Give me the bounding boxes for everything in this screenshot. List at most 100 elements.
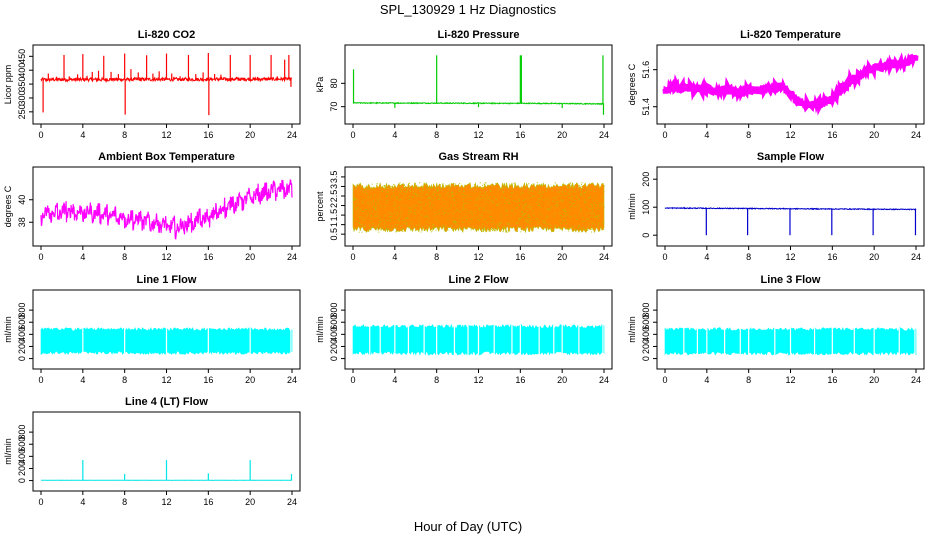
series-line: [40, 179, 293, 240]
y-axis-label: ml/min: [627, 316, 637, 343]
x-tick-label: 0: [662, 252, 667, 262]
y-tick-label: 51.6: [641, 61, 651, 79]
x-tick-label: 8: [746, 375, 751, 385]
x-tick-label: 24: [599, 252, 609, 262]
y-tick-label: 2.5: [329, 190, 339, 203]
x-tick-label: 24: [911, 375, 921, 385]
series-line1: [40, 326, 293, 356]
y-tick-label: 2: [329, 203, 339, 208]
y-tick-label: 40: [17, 195, 27, 205]
x-tick-label: 16: [515, 375, 525, 385]
panel-title: Line 2 Flow: [449, 274, 509, 286]
x-axis: 0 4 8 12 16 20 24: [350, 369, 609, 385]
y-axis: 70 80: [329, 78, 345, 112]
panel-title: Gas Stream RH: [438, 151, 518, 163]
panel-line2: Line 2 Flow ml/min 0 4 8 12 16 20 24 0 20040060080…: [315, 274, 613, 385]
y-tick-label: 800: [641, 303, 651, 318]
x-tick-label: 12: [161, 497, 171, 507]
y-tick-label: 100: [641, 200, 651, 215]
y-axis-label: percent: [315, 191, 325, 222]
band-area: [352, 181, 605, 234]
x-tick-label: 8: [434, 375, 439, 385]
x-tick-label: 8: [122, 375, 127, 385]
y-tick-label: 51.4: [641, 98, 651, 116]
x-tick-label: 4: [704, 130, 709, 140]
x-tick-label: 16: [203, 375, 213, 385]
y-tick-label: 3: [329, 184, 339, 189]
y-tick-label: 400: [17, 327, 27, 342]
panel-title: Li-820 CO2: [138, 29, 195, 41]
x-tick-label: 0: [350, 130, 355, 140]
panel-line3: Line 3 Flow ml/min 0 4 8 12 16 20 24 0 20040060080…: [627, 274, 925, 385]
x-tick-label: 0: [662, 130, 667, 140]
panel-title: Li-820 Temperature: [740, 29, 841, 41]
y-axis-label: kPa: [315, 77, 325, 93]
x-tick-label: 16: [515, 252, 525, 262]
y-tick-label: 600: [641, 315, 651, 330]
series-box_temp: [40, 179, 293, 240]
x-tick-label: 24: [911, 130, 921, 140]
x-tick-label: 12: [473, 252, 483, 262]
x-tick-label: 0: [38, 130, 43, 140]
y-tick-label: 300: [17, 90, 27, 105]
x-tick-label: 16: [827, 252, 837, 262]
x-tick-label: 24: [287, 130, 297, 140]
y-tick-label: 1: [329, 222, 339, 227]
y-tick-label: 1.5: [329, 209, 339, 222]
y-tick-label: 400: [17, 449, 27, 464]
x-axis: 0 4 8 12 16 20 24: [38, 124, 297, 140]
x-tick-label: 12: [785, 252, 795, 262]
series-line2: [352, 323, 605, 356]
x-tick-label: 0: [38, 252, 43, 262]
band-texture: [353, 182, 605, 233]
x-axis: 0 4 8 12 16 20 24: [350, 246, 609, 262]
y-tick-label: 0: [17, 356, 27, 361]
y-tick-label: 800: [329, 303, 339, 318]
x-tick-label: 8: [122, 497, 127, 507]
x-axis: 0 4 8 12 16 20 24: [38, 369, 297, 385]
x-tick-label: 12: [473, 130, 483, 140]
y-tick-label: 0: [329, 356, 339, 361]
x-tick-label: 20: [869, 375, 879, 385]
y-tick-label: 450: [17, 49, 27, 64]
x-tick-label: 8: [434, 130, 439, 140]
y-tick-label: 0.5: [329, 228, 339, 241]
y-axis-label: ml/min: [3, 316, 13, 343]
x-axis-title: Hour of Day (UTC): [414, 519, 522, 534]
panel-title: Li-820 Pressure: [438, 29, 520, 41]
y-tick-label: 38: [17, 217, 27, 227]
x-tick-label: 24: [599, 130, 609, 140]
x-tick-label: 20: [245, 497, 255, 507]
y-tick-label: 400: [641, 327, 651, 342]
x-tick-label: 16: [203, 252, 213, 262]
x-tick-label: 12: [785, 375, 795, 385]
y-tick-label: 600: [329, 315, 339, 330]
x-tick-label: 0: [38, 497, 43, 507]
x-tick-label: 16: [827, 375, 837, 385]
x-tick-label: 20: [557, 252, 567, 262]
x-tick-label: 20: [245, 375, 255, 385]
y-tick-label: 0: [641, 356, 651, 361]
series-licor_temp: [662, 52, 919, 116]
x-tick-label: 20: [245, 130, 255, 140]
x-tick-label: 0: [350, 375, 355, 385]
y-tick-label: 400: [329, 327, 339, 342]
y-tick-label: 600: [17, 437, 27, 452]
y-axis-label: degrees C: [3, 185, 13, 227]
x-axis: 0 4 8 12 16 20 24: [38, 491, 297, 507]
y-axis-label: ml/min: [3, 438, 13, 465]
x-tick-label: 16: [827, 130, 837, 140]
series-pressure: [352, 55, 605, 115]
x-tick-label: 20: [557, 130, 567, 140]
series-rh: [352, 181, 605, 234]
x-tick-label: 24: [287, 252, 297, 262]
x-tick-label: 4: [80, 497, 85, 507]
panel-line4: Line 4 (LT) Flow ml/min 0 4 8 12 16 20 24 0 200400…: [3, 396, 301, 507]
x-tick-label: 4: [80, 375, 85, 385]
x-tick-label: 4: [80, 130, 85, 140]
